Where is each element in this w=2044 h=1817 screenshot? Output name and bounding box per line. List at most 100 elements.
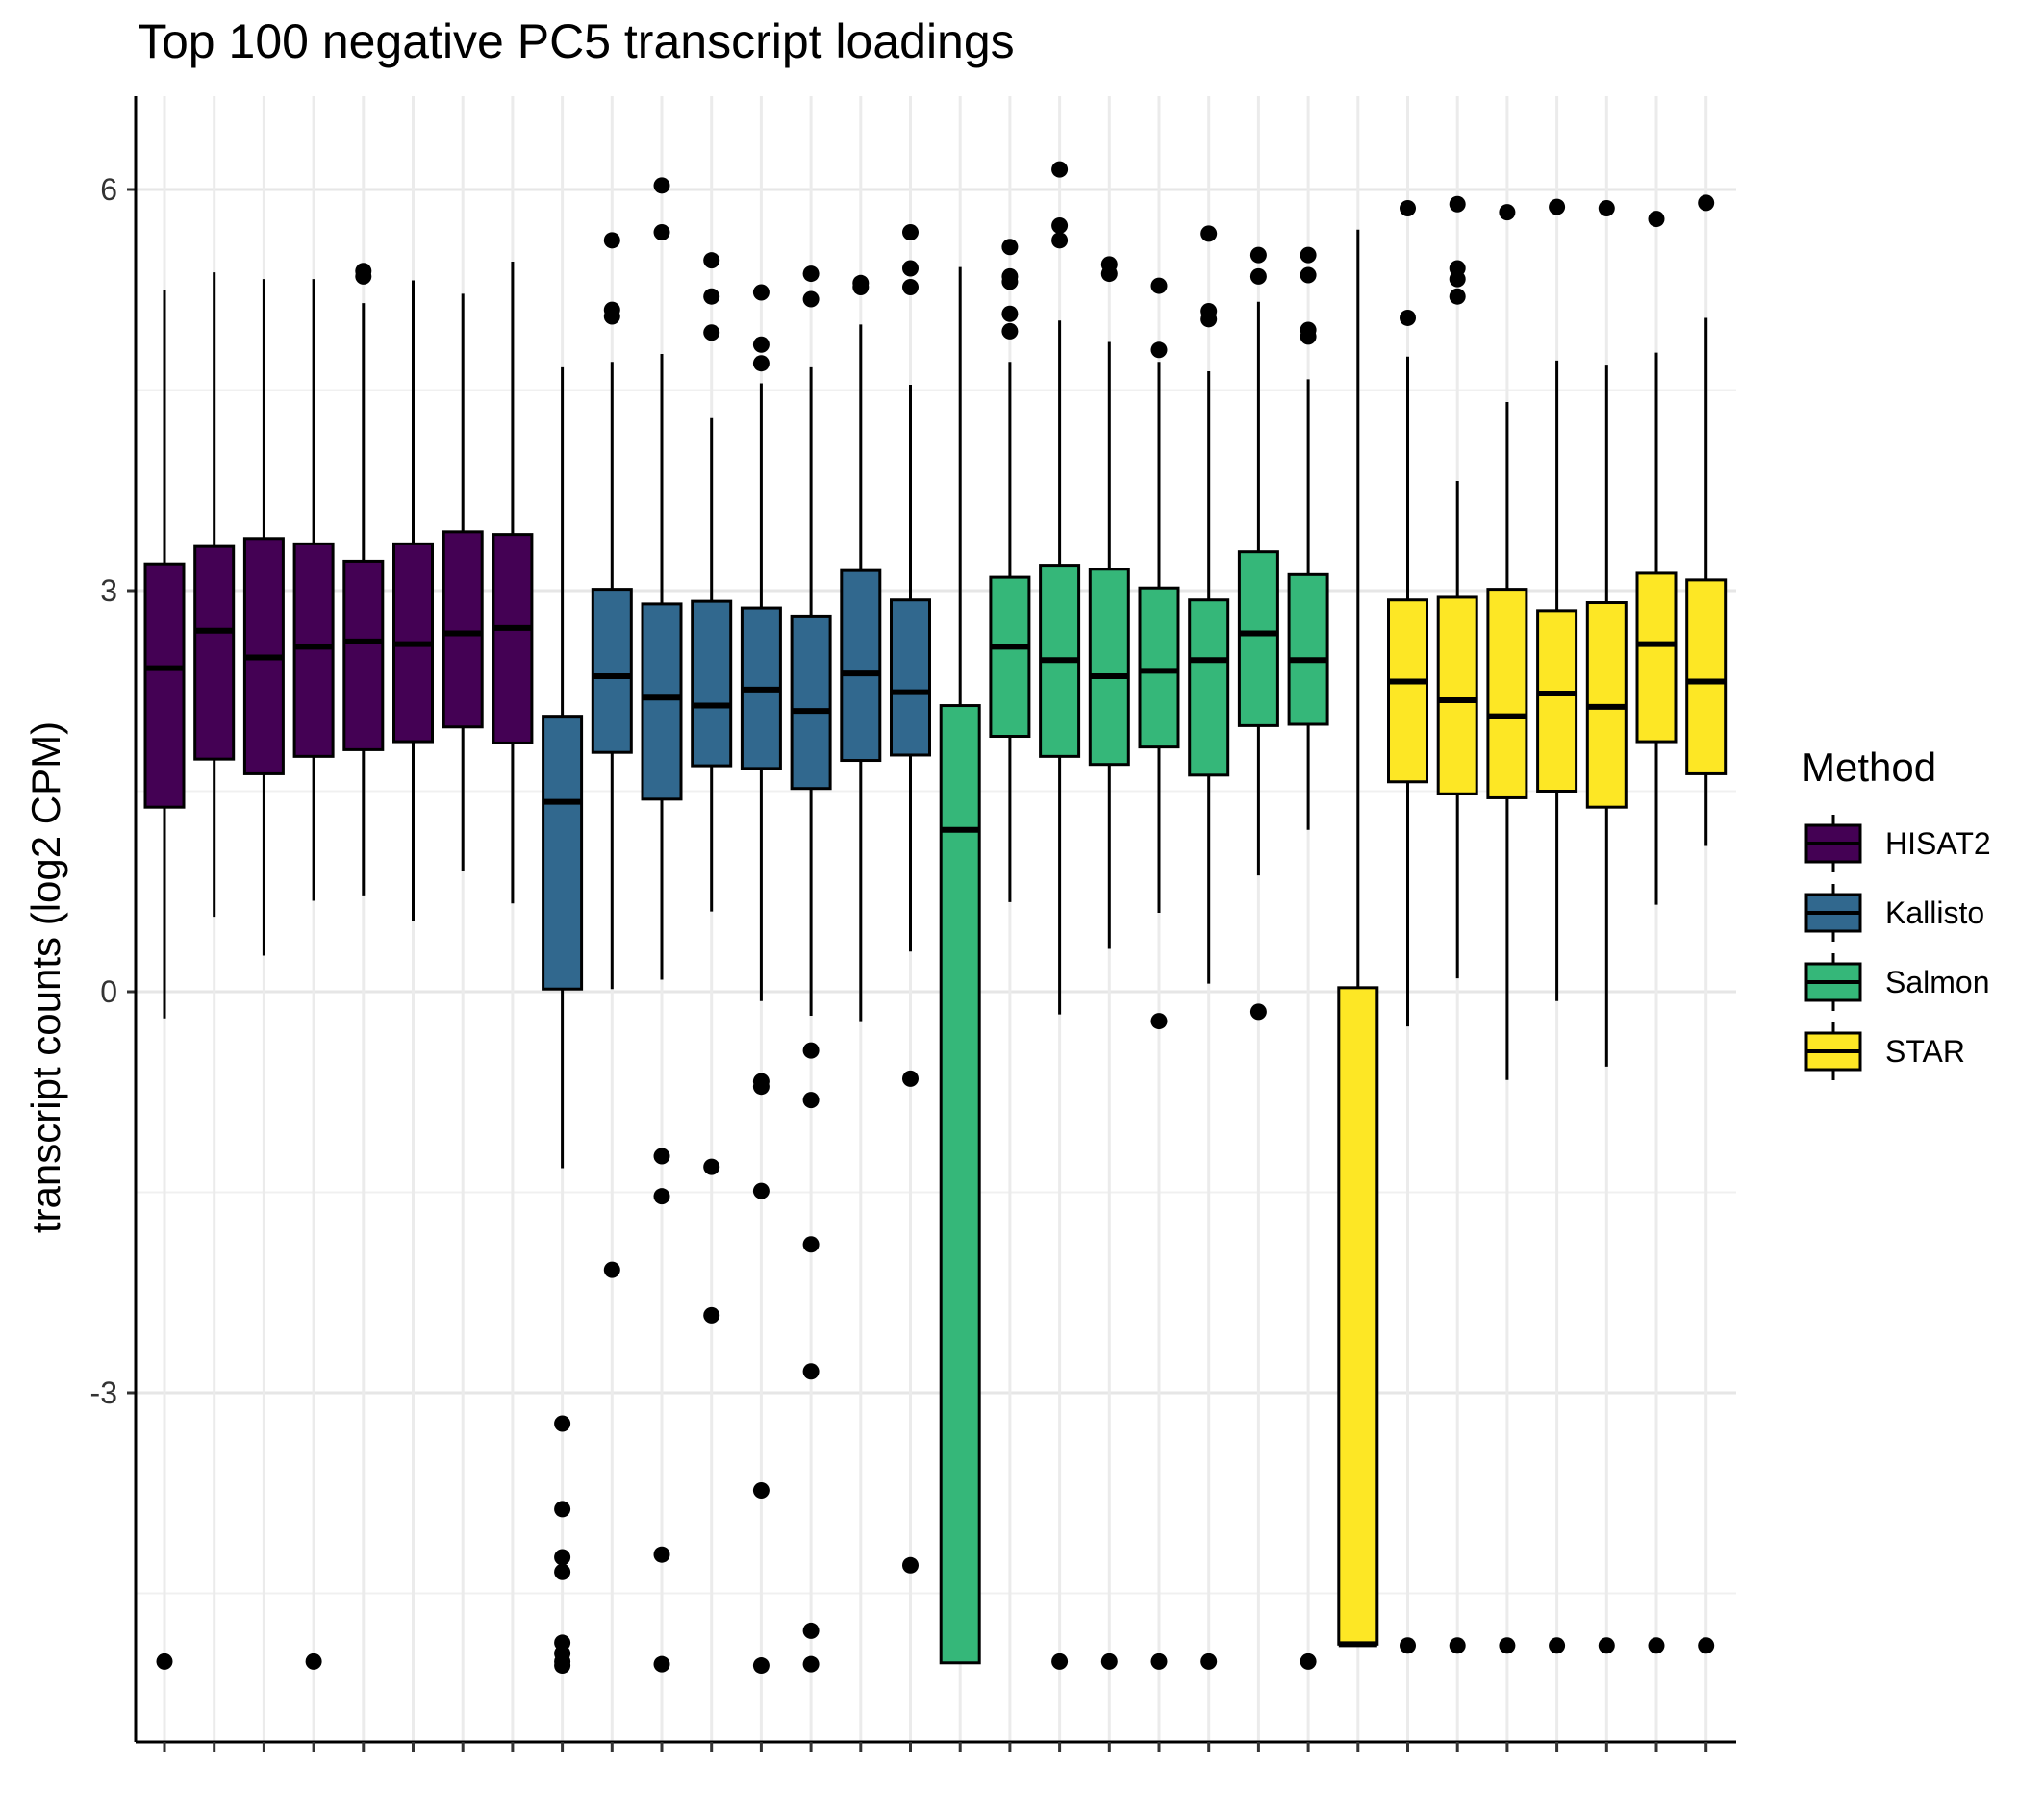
outlier-point bbox=[1648, 211, 1665, 228]
outlier-point bbox=[653, 1148, 670, 1165]
legend-entry-hisat2: HISAT2 bbox=[1804, 815, 1991, 872]
outlier-point bbox=[1051, 232, 1069, 249]
y-tick-label: 6 bbox=[100, 172, 117, 207]
outlier-point bbox=[554, 1501, 571, 1518]
legend-label: Kallisto bbox=[1885, 896, 1984, 930]
box-body bbox=[292, 542, 335, 758]
box-body bbox=[1337, 986, 1379, 1646]
outlier-point bbox=[802, 290, 820, 308]
outlier-point bbox=[1598, 199, 1615, 216]
outlier-point bbox=[752, 284, 770, 301]
y-tick-label: -3 bbox=[90, 1375, 117, 1410]
outlier-point bbox=[802, 265, 820, 283]
outlier-point bbox=[1300, 328, 1317, 345]
outlier-point bbox=[902, 278, 919, 295]
outlier-point bbox=[1648, 1637, 1665, 1654]
outlier-point bbox=[1499, 204, 1516, 221]
outlier-point bbox=[1400, 309, 1416, 326]
outlier-point bbox=[1001, 273, 1019, 290]
box-23 bbox=[1237, 246, 1279, 1021]
box-18 bbox=[989, 239, 1031, 902]
outlier-point bbox=[156, 1653, 173, 1670]
outlier-point bbox=[554, 1657, 571, 1675]
outlier-point bbox=[653, 177, 670, 194]
box-body bbox=[1685, 578, 1728, 775]
outlier-point bbox=[752, 1657, 770, 1675]
box-14 bbox=[790, 265, 832, 1673]
outlier-point bbox=[902, 260, 919, 277]
box-17 bbox=[939, 266, 981, 1665]
outlier-point bbox=[1200, 311, 1218, 328]
box-8 bbox=[492, 262, 534, 904]
outlier-point bbox=[802, 1655, 820, 1673]
grid bbox=[136, 96, 1736, 1742]
outlier-point bbox=[1051, 161, 1069, 178]
outlier-point bbox=[1200, 1653, 1218, 1670]
box-body bbox=[442, 530, 484, 729]
box-body bbox=[989, 575, 1031, 739]
outlier-point bbox=[1499, 1637, 1516, 1654]
box-body bbox=[1387, 598, 1428, 784]
box-body bbox=[143, 562, 186, 809]
legend-label: STAR bbox=[1885, 1034, 1965, 1069]
box-9 bbox=[542, 366, 584, 1675]
box-body bbox=[193, 544, 236, 761]
y-axis-label: transcript counts (log2 CPM) bbox=[23, 721, 68, 1233]
box-body bbox=[342, 559, 385, 751]
legend-title: Method bbox=[1802, 744, 1936, 790]
legend-label: Salmon bbox=[1885, 965, 1990, 999]
outlier-point bbox=[1100, 265, 1118, 283]
legend-label: HISAT2 bbox=[1885, 826, 1991, 861]
outlier-point bbox=[752, 1481, 770, 1499]
outlier-point bbox=[653, 1546, 670, 1563]
box-10 bbox=[591, 232, 633, 1278]
box-16 bbox=[890, 223, 931, 1574]
box-body bbox=[691, 599, 733, 768]
outlier-point bbox=[752, 355, 770, 372]
box-12 bbox=[691, 252, 733, 1324]
outlier-point bbox=[653, 1655, 670, 1673]
outlier-point bbox=[653, 223, 670, 240]
outlier-point bbox=[355, 263, 372, 280]
y-tick-label: 0 bbox=[100, 974, 117, 1009]
outlier-point bbox=[703, 324, 720, 341]
box-28 bbox=[1486, 204, 1528, 1654]
outlier-point bbox=[1549, 198, 1566, 215]
box-body bbox=[641, 602, 683, 801]
box-4 bbox=[292, 279, 335, 1670]
box-body bbox=[591, 588, 633, 754]
outlier-point bbox=[1001, 322, 1019, 340]
outlier-point bbox=[1300, 246, 1317, 264]
box-body bbox=[890, 598, 931, 757]
legend-entry-kallisto: Kallisto bbox=[1804, 884, 1984, 942]
outlier-point bbox=[603, 1261, 620, 1278]
box-25 bbox=[1337, 229, 1379, 1648]
box-body bbox=[1188, 598, 1230, 777]
outlier-point bbox=[1300, 266, 1317, 284]
outlier-point bbox=[1400, 1637, 1416, 1654]
outlier-point bbox=[802, 1042, 820, 1059]
chart-title: Top 100 negative PC5 transcript loadings bbox=[138, 14, 1015, 68]
outlier-point bbox=[802, 1363, 820, 1380]
box-21 bbox=[1138, 277, 1180, 1670]
box-32 bbox=[1685, 194, 1728, 1654]
box-body bbox=[840, 568, 882, 763]
box-5 bbox=[342, 263, 385, 896]
outlier-point bbox=[752, 336, 770, 353]
box-29 bbox=[1536, 198, 1578, 1654]
outlier-point bbox=[1698, 194, 1715, 212]
outlier-point bbox=[703, 252, 720, 269]
outlier-point bbox=[1249, 267, 1267, 285]
outlier-point bbox=[554, 1549, 571, 1566]
outlier-point bbox=[1449, 270, 1466, 288]
outlier-point bbox=[852, 278, 870, 295]
box-6 bbox=[392, 280, 434, 921]
y-axis-ticks: -3 0 3 6 bbox=[90, 172, 136, 1410]
outlier-point bbox=[703, 1306, 720, 1324]
outlier-point bbox=[902, 1070, 919, 1087]
outlier-point bbox=[1698, 1637, 1715, 1654]
box-body bbox=[1138, 586, 1180, 749]
y-tick-label: 3 bbox=[100, 573, 117, 608]
outlier-point bbox=[554, 1415, 571, 1432]
legend: Method HISAT2 Kallisto Salmon STAR bbox=[1802, 744, 1991, 1080]
